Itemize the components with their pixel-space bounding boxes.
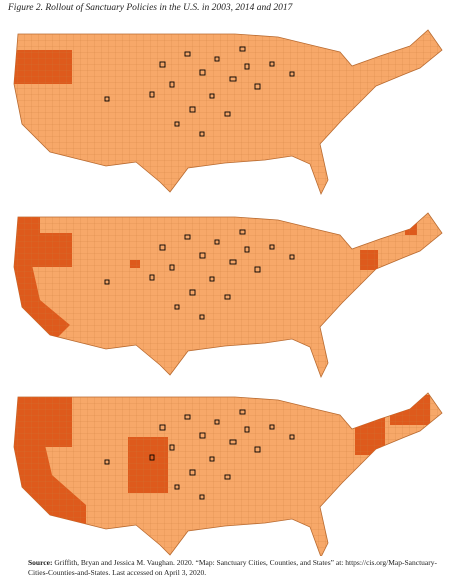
map-2014 (13, 212, 443, 378)
source-label: Source: (28, 558, 53, 567)
maps (13, 29, 443, 556)
map-2017 (13, 392, 443, 556)
source-text: Griffith, Bryan and Jessica M. Vaughan. … (28, 558, 437, 577)
source-note: Source: Griffith, Bryan and Jessica M. V… (28, 558, 448, 578)
figure-title: Figure 2. Rollout of Sanctuary Policies … (8, 3, 293, 13)
map-2003 (13, 29, 443, 195)
